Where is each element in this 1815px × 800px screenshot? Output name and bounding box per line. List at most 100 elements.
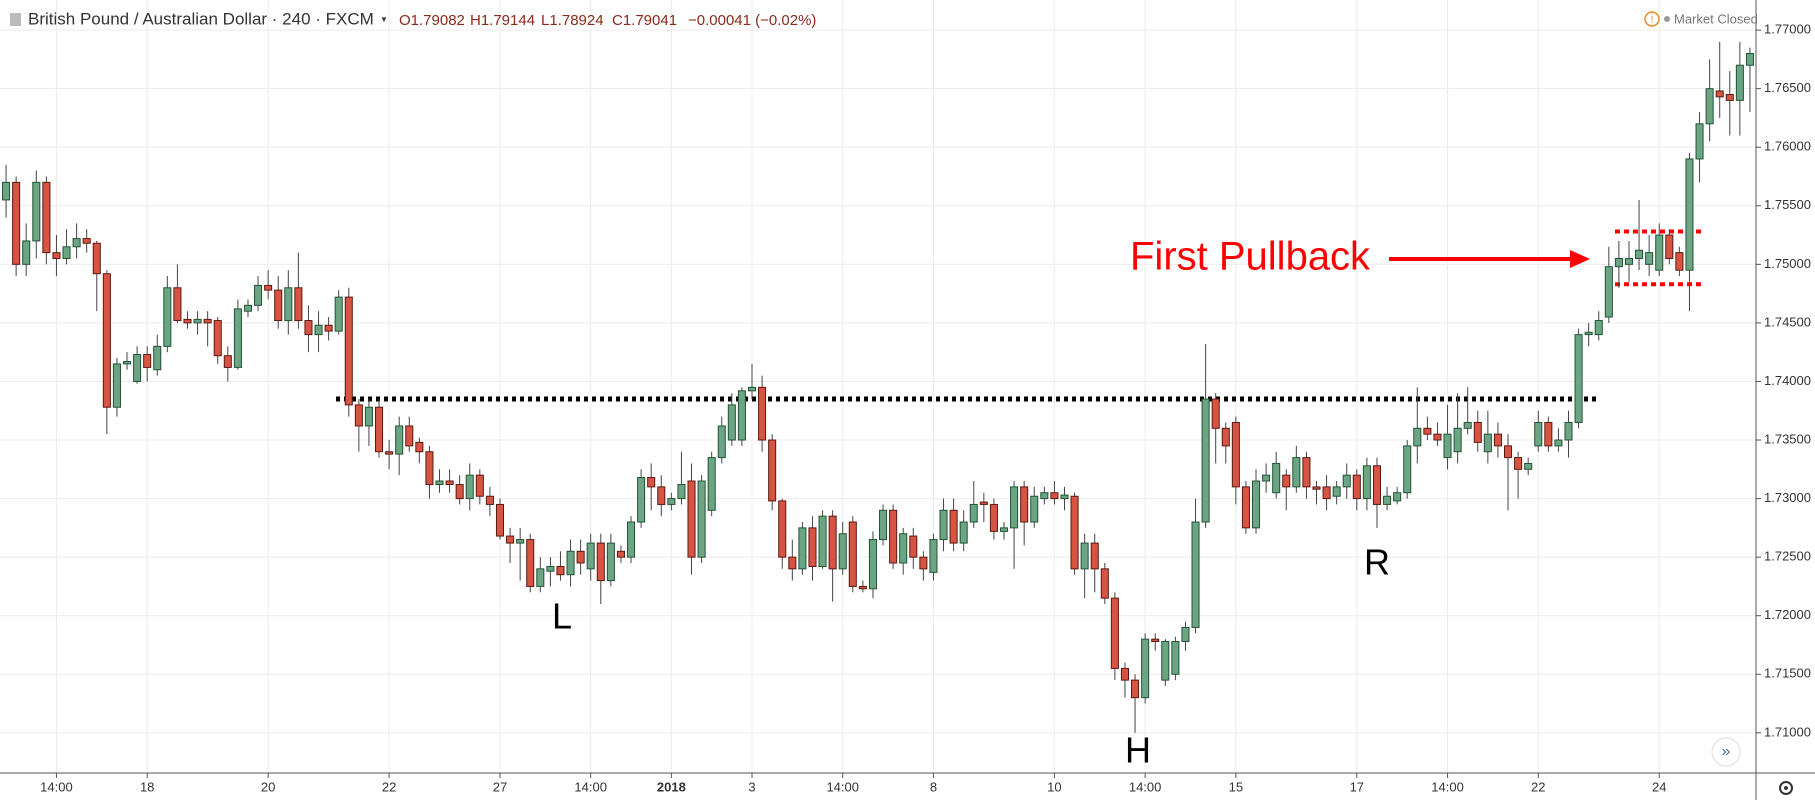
- candle-body: [1483, 433, 1492, 453]
- candle-body: [495, 503, 505, 537]
- scroll-to-end[interactable]: [1711, 737, 1741, 767]
- candle-body: [798, 527, 807, 570]
- axes: 1.71000 1.71500 1.72000 1.72500 1.73000 1.735…: [40, 22, 1811, 795]
- candle-body: [818, 515, 827, 568]
- candle-body: [1564, 421, 1573, 441]
- candle-body: [889, 509, 898, 564]
- annotation: H: [1125, 730, 1151, 771]
- scroll-button[interactable]: »: [1711, 737, 1741, 767]
- candle-body: [1272, 462, 1281, 494]
- candle-body: [1665, 234, 1674, 259]
- candle-body: [385, 451, 394, 455]
- candle-body: [1342, 474, 1351, 488]
- candle-body: [354, 404, 363, 427]
- candle-body: [1594, 320, 1603, 336]
- candle-body: [576, 550, 585, 564]
- candle-body: [223, 355, 232, 368]
- dropdown-caret[interactable]: ▼: [380, 15, 388, 24]
- candle-body: [1151, 638, 1160, 642]
- candle-body: [1705, 88, 1714, 125]
- candle-body: [556, 566, 565, 576]
- candle-body: [959, 521, 968, 544]
- candle-body: [758, 386, 767, 441]
- candle-body: [1493, 433, 1502, 447]
- symbol-icon[interactable]: [10, 13, 21, 26]
- candle-body: [102, 273, 111, 408]
- candle-body: [153, 345, 162, 371]
- candle-body: [536, 568, 545, 587]
- y-tick-label: 1.73500: [1764, 431, 1811, 446]
- candle-body: [1080, 542, 1089, 570]
- candle-body: [485, 495, 494, 505]
- candle-body: [838, 533, 847, 570]
- candle-body: [425, 451, 434, 486]
- candle-body: [1030, 495, 1039, 523]
- candle-body: [506, 535, 515, 544]
- symbol-title[interactable]: British Pound / Australian Dollar · 240 …: [28, 9, 374, 28]
- ohlc-low: L1.78924: [541, 12, 604, 29]
- candle-body: [72, 238, 81, 248]
- candle-body: [1443, 433, 1452, 459]
- candle-body: [1685, 158, 1694, 271]
- status-dot: [1664, 16, 1670, 22]
- candle-body: [62, 246, 71, 259]
- candle-body: [475, 474, 484, 497]
- candle-body: [989, 503, 998, 532]
- candle-body: [324, 324, 333, 332]
- candle-body: [42, 181, 51, 254]
- annotations: L H R First Pullback: [552, 235, 1590, 771]
- candle-body: [143, 354, 152, 368]
- candle-body: [254, 284, 263, 306]
- y-tick-label: 1.75500: [1764, 197, 1811, 212]
- candle-body: [1221, 427, 1230, 447]
- candle-body: [828, 515, 837, 570]
- candle-body: [334, 296, 343, 332]
- candle-body: [1120, 667, 1129, 681]
- candle-body: [1312, 486, 1321, 490]
- candle-body: [1040, 492, 1049, 500]
- annotation: R: [1364, 542, 1390, 583]
- candle-body: [1362, 465, 1371, 500]
- y-tick-label: 1.72000: [1764, 607, 1811, 622]
- candle-body: [1393, 492, 1402, 502]
- candle-body: [727, 404, 736, 441]
- x-tick-label: 14:00: [574, 779, 607, 794]
- candle-body: [314, 324, 323, 336]
- candle-body: [1584, 331, 1593, 336]
- candle-body: [1372, 465, 1382, 505]
- candle-body: [1050, 492, 1059, 500]
- candle-body: [1241, 486, 1250, 529]
- candle-body: [445, 480, 454, 486]
- scroll-icon: »: [1722, 743, 1731, 760]
- candle-body: [808, 527, 817, 568]
- candle-body: [939, 509, 948, 541]
- candle-body: [1453, 427, 1462, 453]
- y-tick-label: 1.72500: [1764, 549, 1811, 564]
- warning-icon[interactable]: [1644, 11, 1660, 27]
- candle-body: [294, 287, 303, 322]
- candle-body: [667, 498, 676, 505]
- candle-body: [1231, 421, 1240, 488]
- x-tick-label: 22: [382, 779, 396, 794]
- candle-body: [1695, 123, 1704, 160]
- candle-body: [284, 287, 293, 322]
- settings-button[interactable]: [1779, 781, 1793, 795]
- candle-body: [1211, 398, 1220, 429]
- settings-icon[interactable]: [1779, 781, 1793, 795]
- candle-body: [979, 501, 988, 505]
- x-tick-label: 10: [1047, 779, 1061, 794]
- candle-body: [919, 556, 928, 570]
- candle-body: [1251, 480, 1261, 529]
- y-tick-label: 1.75000: [1764, 256, 1811, 271]
- candle-body: [233, 308, 242, 368]
- candle-body: [606, 542, 615, 582]
- x-tick-label: 8: [930, 779, 937, 794]
- candle-body: [879, 509, 888, 541]
- candle-body: [1181, 626, 1190, 642]
- candle-body: [707, 457, 716, 511]
- candle-body: [1624, 257, 1634, 265]
- ohlc-change: −0.00041 (−0.02%): [688, 12, 816, 29]
- candle-body: [52, 252, 61, 259]
- candle-body: [1201, 398, 1210, 523]
